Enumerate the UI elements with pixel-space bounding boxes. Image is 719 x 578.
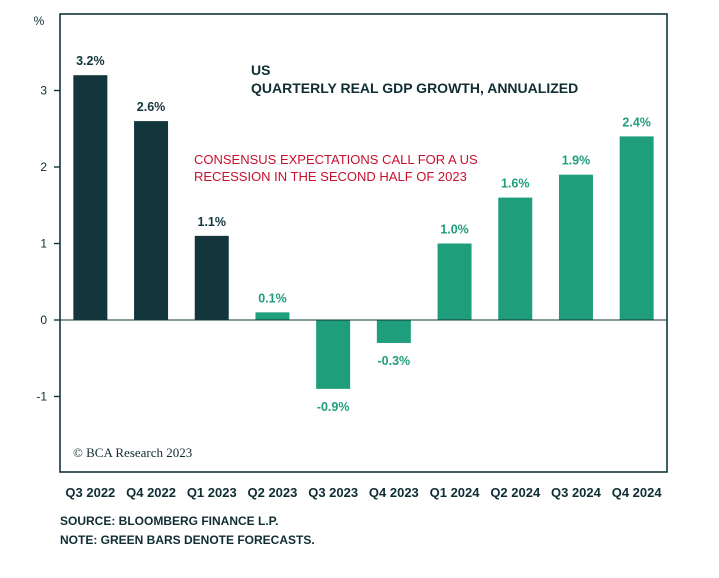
x-category-label: Q2 2024 (490, 485, 541, 500)
x-category-label: Q3 2024 (551, 485, 602, 500)
data-label: -0.3% (378, 354, 411, 368)
category-labels-group: Q3 2022 Q4 2022 Q1 2023 Q2 2023 Q3 2023 Q4 20… (65, 485, 662, 500)
bar-q2-2024 (498, 197, 533, 320)
data-label: 2.4% (622, 115, 651, 129)
bar-q3-2024 (558, 174, 593, 320)
source-note: SOURCE: BLOOMBERG FINANCE L.P. (60, 514, 279, 528)
bar-q3-2023 (316, 320, 351, 389)
y-tick-label: 2 (40, 160, 47, 174)
y-axis-unit-label: % (34, 14, 45, 28)
bar-q4-2022 (134, 121, 169, 320)
x-category-label: Q2 2023 (248, 485, 298, 500)
gdp-bar-chart: % -1 0 1 2 3 3.2% 2.6% 1.1% 0.1% -0.9% -0.3% 1.0% 1… (34, 13, 668, 500)
x-category-label: Q3 2022 (65, 485, 115, 500)
annotation-line-2: RECESSION IN THE SECOND HALF OF 2023 (194, 169, 467, 184)
x-category-label: Q1 2024 (430, 485, 481, 500)
data-label: 2.6% (137, 100, 166, 114)
x-category-label: Q1 2023 (187, 485, 237, 500)
y-tick-label: 3 (40, 84, 47, 98)
bar-q1-2023 (194, 235, 229, 320)
annotation-line-1: CONSENSUS EXPECTATIONS CALL FOR A US (194, 152, 478, 167)
data-labels-group: 3.2% 2.6% 1.1% 0.1% -0.9% -0.3% 1.0% 1.6% 1.9% 2.… (76, 54, 651, 414)
x-category-label: Q4 2024 (612, 485, 663, 500)
x-category-label: Q4 2023 (369, 485, 419, 500)
forecast-note: NOTE: GREEN BARS DENOTE FORECASTS. (60, 533, 315, 547)
data-label: 1.1% (198, 215, 227, 229)
bars-group (60, 75, 667, 389)
data-label: -0.9% (317, 400, 350, 414)
chart-title: US (251, 62, 270, 78)
bar-q2-2023 (255, 312, 290, 320)
data-label: 3.2% (76, 54, 105, 68)
bar-q4-2023 (376, 320, 411, 343)
data-label: 0.1% (258, 291, 287, 305)
chart-subtitle: QUARTERLY REAL GDP GROWTH, ANNUALIZED (251, 80, 578, 96)
x-category-label: Q3 2023 (308, 485, 358, 500)
data-label: 1.6% (501, 177, 530, 191)
data-label: 1.0% (440, 223, 469, 237)
copyright-notice: © BCA Research 2023 (73, 445, 192, 460)
y-axis-ticks: -1 0 1 2 3 (36, 84, 60, 404)
y-tick-label: 0 (40, 313, 47, 327)
y-tick-label: -1 (36, 390, 47, 404)
data-label: 1.9% (562, 154, 591, 168)
bar-q3-2022 (73, 75, 108, 320)
x-category-label: Q4 2022 (126, 485, 176, 500)
y-tick-label: 1 (40, 237, 47, 251)
bar-q1-2024 (437, 243, 472, 320)
bar-q4-2024 (619, 136, 654, 320)
